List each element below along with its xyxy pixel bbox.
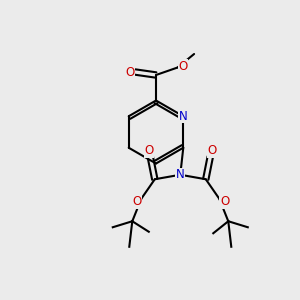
Text: O: O: [178, 59, 188, 73]
Text: N: N: [176, 168, 185, 181]
Text: O: O: [144, 144, 153, 157]
Text: N: N: [179, 110, 188, 123]
Text: O: O: [125, 65, 134, 79]
Text: O: O: [207, 144, 216, 157]
Text: O: O: [132, 195, 141, 208]
Text: O: O: [220, 195, 229, 208]
